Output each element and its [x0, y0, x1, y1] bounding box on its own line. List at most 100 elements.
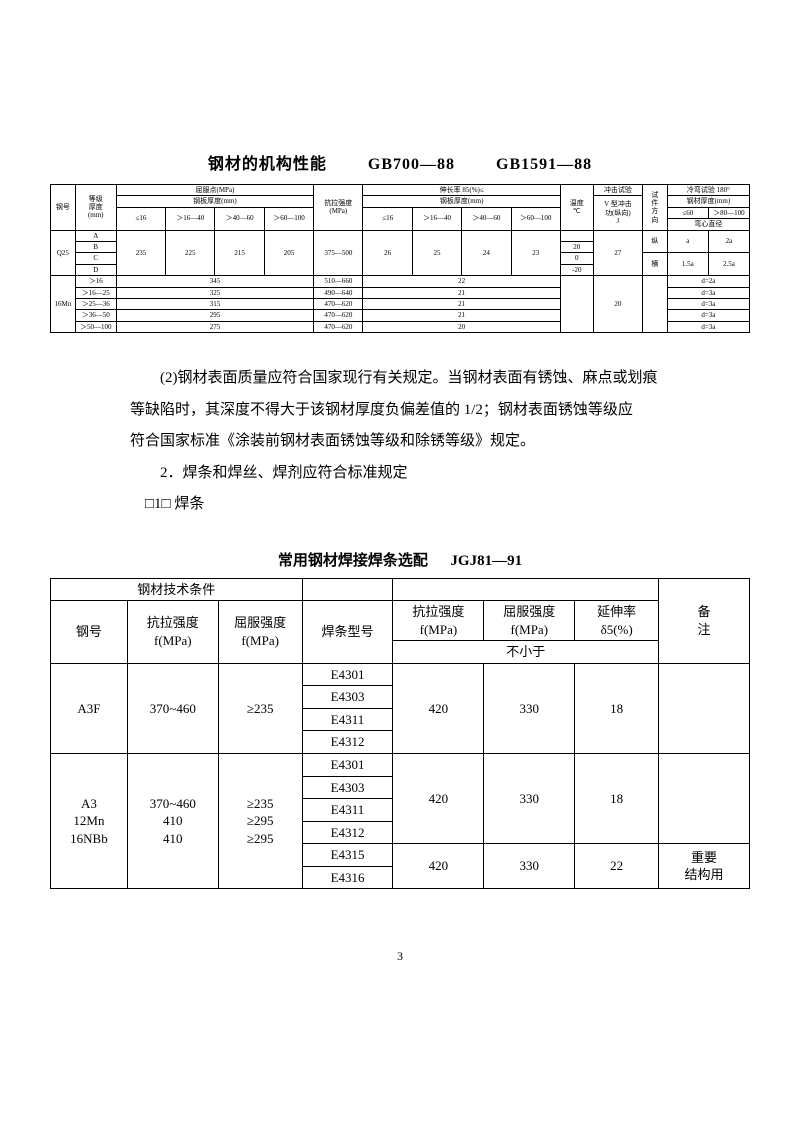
- c-420a: 420: [393, 663, 484, 753]
- page-number: 3: [50, 949, 750, 964]
- table2-title: 常用钢材焊接焊条选配 JGJ81—91: [50, 549, 750, 570]
- table-row: Q25 A 235 225 215 205 375—500 26 25 24 2…: [51, 230, 750, 241]
- cell-ba: a: [667, 230, 708, 253]
- c-m11a: E4311: [302, 708, 393, 731]
- th-c6: ＞16—40: [412, 207, 461, 230]
- cell-tn470c: 470—620: [314, 321, 363, 332]
- th-yield: 屈服点(MPa): [116, 185, 313, 196]
- c-22: 22: [575, 844, 659, 889]
- cell-mnt20: 20: [593, 276, 642, 333]
- th2-fu: 抗拉强度 f(MPa): [127, 601, 218, 664]
- table-row: 钢号 抗拉强度 f(MPa) 屈服强度 f(MPa) 焊条型号 抗拉强度 f(M…: [51, 601, 750, 641]
- cell-tneg20: -20: [560, 264, 593, 275]
- para-line2: 等缺陷时，其深度不得大于该钢材厚度负偏差值的 1/2；钢材表面锈蚀等级应: [130, 395, 690, 427]
- cell-e25: 25: [412, 230, 461, 276]
- th-impact: 冲击试验: [593, 185, 642, 196]
- c-m03b: E4303: [302, 776, 393, 799]
- th-grade: 等级 厚度 (mm): [75, 185, 116, 231]
- th-bend-sub2: 弯心直径: [667, 219, 749, 230]
- th-tensile: 抗拉强度 (MPa): [314, 185, 363, 231]
- th2-fy: 屈服强度 f(MPa): [218, 601, 302, 664]
- cell-t20a: 20: [560, 241, 593, 252]
- th-bend: 冷弯试验 180°: [667, 185, 749, 196]
- c-fu2: 370~460 410 410: [127, 753, 218, 888]
- c-m15: E4315: [302, 844, 393, 867]
- para-line3: 符合国家标准《涂装前钢材表面锈蚀等级和除锈等级》规定。: [130, 426, 690, 458]
- c-18b: 18: [575, 753, 659, 843]
- para-line4: 2．焊条和焊丝、焊剂应符合标准规定: [130, 458, 690, 490]
- c-m01a: E4301: [302, 663, 393, 686]
- cell-tn510: 510—660: [314, 276, 363, 287]
- th-c2: ＞16—40: [166, 207, 215, 230]
- th-c4: ＞60—100: [264, 207, 313, 230]
- cell-v345: 345: [116, 276, 313, 287]
- cell-b25a: 2.5a: [708, 253, 749, 276]
- th2-fy2: 屈服强度 f(MPa): [484, 601, 575, 641]
- th-c3: ＞40—60: [215, 207, 264, 230]
- title1-std2: GB1591—88: [496, 156, 592, 174]
- cell-r4: ＞36—50: [75, 310, 116, 321]
- cell-e24: 24: [462, 230, 511, 276]
- cell-e21b: 21: [363, 298, 560, 309]
- cell-r1: ＞16: [75, 276, 116, 287]
- cell-v325: 325: [116, 287, 313, 298]
- th2-model: 焊条型号: [302, 601, 393, 664]
- cell-d3a1: d=3a: [667, 287, 749, 298]
- cell-dirh: 横: [643, 253, 668, 276]
- cell-y235: 235: [116, 230, 165, 276]
- cell-d3a2: d=3a: [667, 298, 749, 309]
- c-m16: E4316: [302, 866, 393, 889]
- c-m12a: E4312: [302, 731, 393, 754]
- th-c8: ＞60—100: [511, 207, 560, 230]
- c-m12b: E4312: [302, 821, 393, 844]
- cell-r5: ＞50—100: [75, 321, 116, 332]
- cell-ga: A: [75, 230, 116, 241]
- th-b2: ＞80—100: [708, 207, 749, 218]
- th-dir: 试 件 方 向: [643, 185, 668, 231]
- cell-tn470b: 470—620: [314, 310, 363, 321]
- th-gh: 钢号: [51, 185, 76, 231]
- th-bend-sub: 钢材厚度(mm): [667, 196, 749, 207]
- th2-cond: 钢材技术条件: [51, 578, 303, 601]
- c-420c: 420: [393, 844, 484, 889]
- para-line1: (2)钢材表面质量应符合国家现行有关规定。当钢材表面有锈蚀、麻点或划痕: [130, 363, 690, 395]
- cell-e20: 20: [363, 321, 560, 332]
- cell-e21a: 21: [363, 287, 560, 298]
- th-elong: 伸长率 85(%)≤: [363, 185, 560, 196]
- cell-y225: 225: [166, 230, 215, 276]
- th2-blank: [302, 578, 393, 601]
- cell-temp-blank: [560, 230, 593, 241]
- cell-tn470a: 470—620: [314, 298, 363, 309]
- th2-blank2: [393, 578, 659, 601]
- cell-b15a: 1.5a: [667, 253, 708, 276]
- c-g2: A3 12Mn 16NBb: [51, 753, 128, 888]
- th2-el: 延伸率 δ5(%): [575, 601, 659, 641]
- table-row: 钢材技术条件 备 注: [51, 578, 750, 601]
- cell-imp27: 27: [593, 230, 642, 276]
- c-420b: 420: [393, 753, 484, 843]
- electrode-table: 钢材技术条件 备 注 钢号 抗拉强度 f(MPa) 屈服强度 f(MPa) 焊条…: [50, 578, 750, 890]
- cell-tn490: 490—640: [314, 287, 363, 298]
- table-row: 16Mn ＞16 345 510—660 22 20 d=2a: [51, 276, 750, 287]
- cell-mndir-blank: [643, 276, 668, 333]
- cell-v315: 315: [116, 298, 313, 309]
- c-330a: 330: [484, 663, 575, 753]
- title1-main: 钢材的机构性能: [208, 150, 327, 174]
- cell-q25: Q25: [51, 230, 76, 276]
- th2-nlt: 不小于: [393, 641, 659, 664]
- cell-d3a3: d=3a: [667, 310, 749, 321]
- c-note-blank1: [659, 663, 750, 753]
- para-line5: □1□ 焊条: [130, 489, 690, 521]
- cell-e23: 23: [511, 230, 560, 276]
- cell-dirv: 纵: [643, 230, 668, 253]
- table1-title: 钢材的机构性能 GB700—88 GB1591—88: [50, 150, 750, 174]
- steel-properties-table: 钢号 等级 厚度 (mm) 屈服点(MPa) 抗拉强度 (MPa) 伸长率 85…: [50, 184, 750, 333]
- cell-v295: 295: [116, 310, 313, 321]
- table-row: A3 12Mn 16NBb 370~460 410 410 ≥235 ≥295 …: [51, 753, 750, 776]
- c-330b: 330: [484, 753, 575, 843]
- cell-r3: ＞25—36: [75, 298, 116, 309]
- cell-e22a: 22: [363, 276, 560, 287]
- th-temp: 温度 ℃: [560, 185, 593, 231]
- th-b1: ≤60: [667, 207, 708, 218]
- cell-d3a4: d=3a: [667, 321, 749, 332]
